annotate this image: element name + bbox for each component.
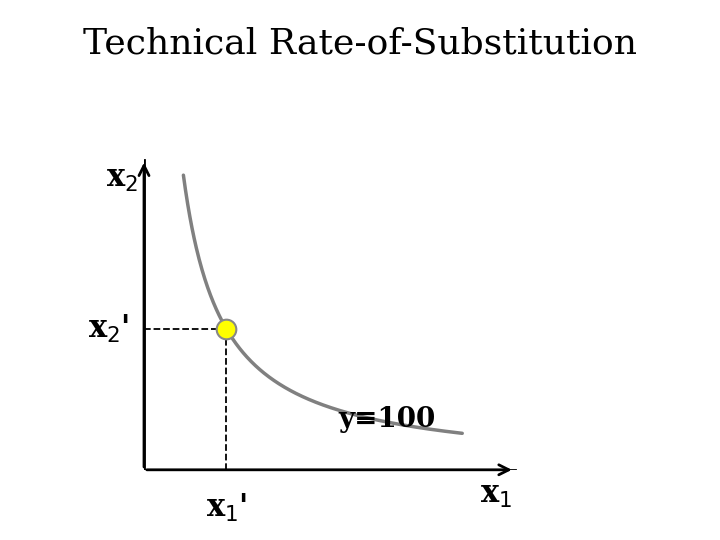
Text: x$_1$': x$_1$' xyxy=(206,492,247,524)
Point xyxy=(220,325,232,333)
Text: x$_1$: x$_1$ xyxy=(480,480,512,510)
Text: Technical Rate-of-Substitution: Technical Rate-of-Substitution xyxy=(83,27,637,61)
Text: x$_2$: x$_2$ xyxy=(106,163,138,194)
Text: x$_2$': x$_2$' xyxy=(88,313,129,345)
Text: y≡100: y≡100 xyxy=(338,406,436,433)
